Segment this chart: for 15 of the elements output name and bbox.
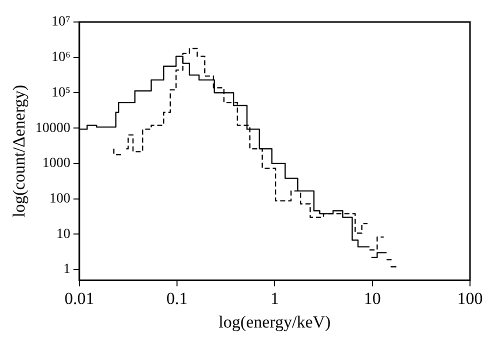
y-axis-title: log(count/Δenergy) xyxy=(10,84,29,218)
x-tick-label: 1 xyxy=(270,288,279,308)
y-tick-label: 100 xyxy=(49,191,70,206)
y-tick-label: 1 xyxy=(63,262,70,278)
x-tick-label: 100 xyxy=(457,288,483,308)
x-axis-title: log(energy/keV) xyxy=(218,312,331,332)
y-tick-label: 10000 xyxy=(35,120,70,136)
x-tick-label: 0.1 xyxy=(166,288,188,308)
y-tick-label: 10 xyxy=(56,226,70,242)
y-tick-label: 10⁶ xyxy=(52,50,71,66)
x-tick-label: 10 xyxy=(364,288,381,308)
y-tick-label: 10⁷ xyxy=(52,14,71,30)
x-tick-label: 0.01 xyxy=(64,288,94,308)
y-tick-label: 10⁵ xyxy=(52,85,71,100)
y-tick-label: 1000 xyxy=(42,156,70,172)
